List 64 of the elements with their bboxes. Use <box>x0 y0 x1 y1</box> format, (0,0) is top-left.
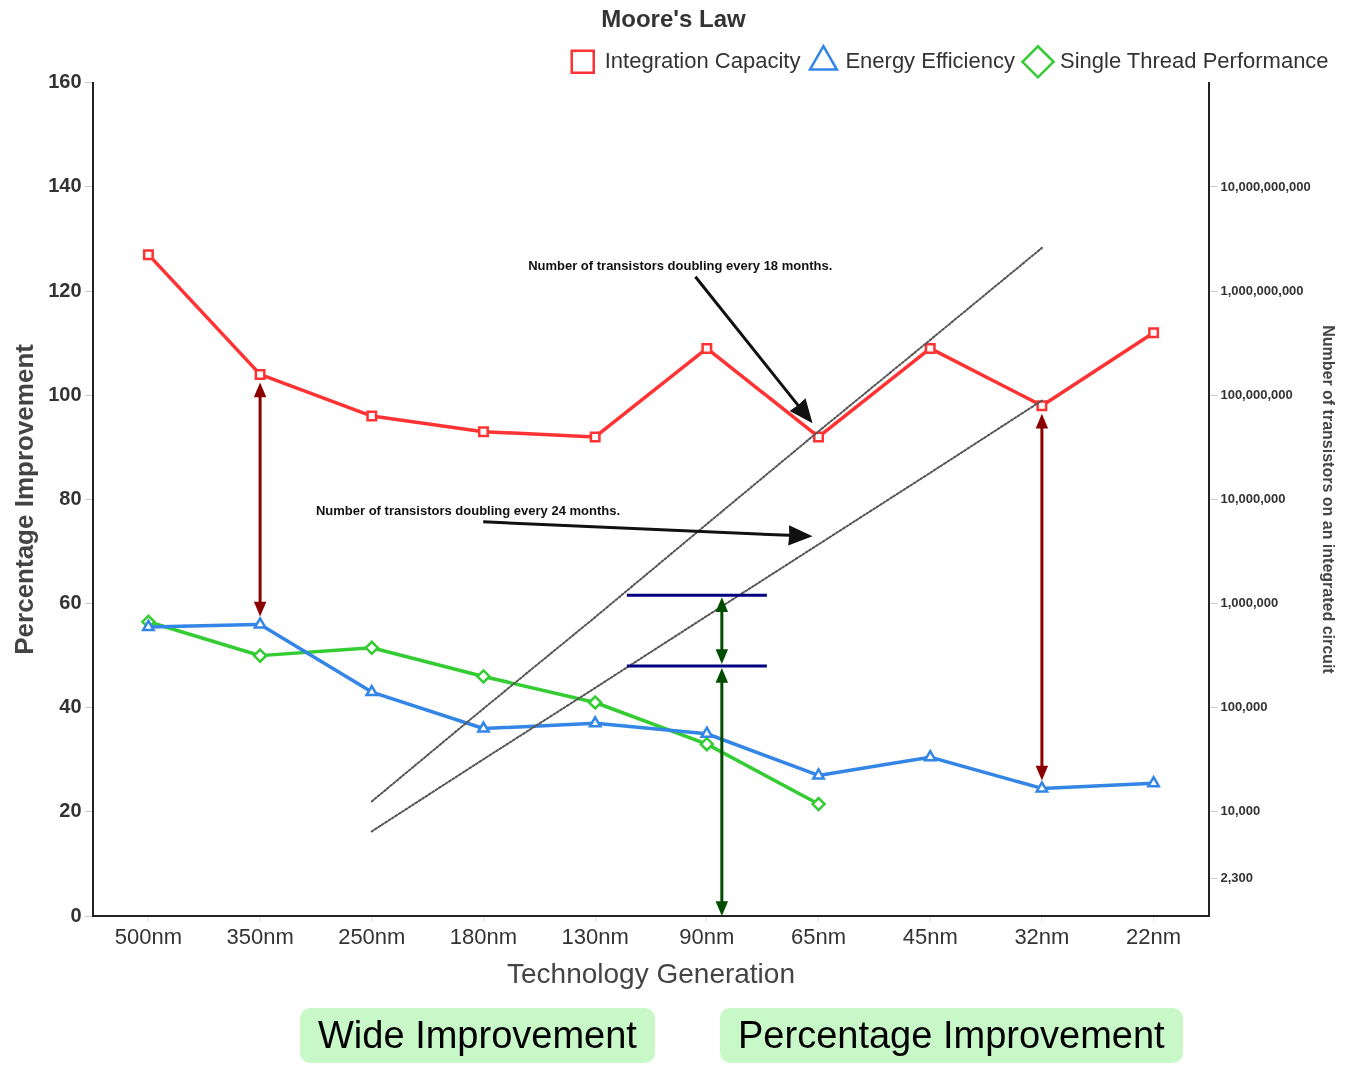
point <box>812 768 825 780</box>
x-tick-label: 500nm <box>114 924 183 950</box>
y-tick-label: 100 <box>48 382 82 405</box>
y2-tick-label: 100,000,000 <box>1220 386 1293 402</box>
text: Wide Improvement <box>300 1008 655 1063</box>
y-tick-label: 0 <box>70 903 82 926</box>
point <box>811 796 826 812</box>
y2-axis-title: Number of transistors on an integrated circuit <box>1319 325 1337 675</box>
y-axis-title: Percentage Improvement <box>8 343 39 655</box>
point <box>924 342 936 354</box>
x-tick-label: 45nm <box>902 924 958 950</box>
y-tick-label: 160 <box>48 70 82 93</box>
annotation: Number of transistors doubling every 18 months. <box>528 257 833 273</box>
point <box>477 721 490 733</box>
y2-tick-label: 10,000,000 <box>1220 490 1286 506</box>
point <box>364 640 380 656</box>
point <box>142 249 154 261</box>
x-tick-label: 350nm <box>226 924 294 950</box>
legend-label: Integration Capacity <box>604 47 801 73</box>
text: Percentage Improvement <box>720 1008 1183 1063</box>
y2-tick-label: 100,000 <box>1220 699 1268 715</box>
point <box>1035 781 1049 793</box>
y-tick-label: 120 <box>48 278 82 301</box>
y-tick-label: 80 <box>59 486 82 509</box>
point <box>366 410 378 422</box>
y2-tick-label: 2,300 <box>1220 869 1253 885</box>
point <box>141 619 155 632</box>
annotation: Number of transistors doubling every 24 months. <box>315 502 621 518</box>
x-tick-label: 180nm <box>449 924 518 950</box>
y2-tick-label: 1,000,000,000 <box>1220 282 1304 298</box>
y-tick-label: 20 <box>59 799 82 822</box>
point <box>587 695 603 710</box>
y-tick-label: 40 <box>59 695 82 718</box>
point <box>476 669 491 684</box>
point <box>477 426 489 438</box>
point <box>253 617 267 629</box>
point <box>701 342 713 354</box>
point <box>589 431 601 443</box>
point <box>588 716 602 728</box>
x-tick-label: 22nm <box>1126 924 1182 950</box>
y2-tick-label: 1,000,000 <box>1220 595 1279 611</box>
point <box>1147 775 1161 788</box>
x-tick-label: 130nm <box>561 924 629 950</box>
legend-label: Energy Efficiency <box>845 47 1015 73</box>
point <box>365 684 379 697</box>
point <box>254 368 266 380</box>
line-series <box>370 246 1043 803</box>
y2-tick-label: 10,000 <box>1220 803 1261 819</box>
point <box>252 648 268 663</box>
point <box>699 736 715 752</box>
point <box>700 726 714 738</box>
chart-title: Moore's Law <box>601 5 747 33</box>
x-tick-label: 90nm <box>679 924 735 950</box>
y-tick-label: 140 <box>48 174 82 197</box>
point <box>923 749 937 762</box>
x-tick-label: 250nm <box>338 924 406 950</box>
x-tick-label: 65nm <box>791 924 847 950</box>
y-tick-label: 60 <box>59 591 82 614</box>
x-axis-title: Technology Generation <box>507 957 795 989</box>
x-tick-label: 32nm <box>1014 924 1070 950</box>
point <box>813 431 825 443</box>
y2-tick-label: 10,000,000,000 <box>1220 178 1311 194</box>
legend-label: Single Thread Performance <box>1059 47 1329 73</box>
point <box>1148 327 1160 339</box>
